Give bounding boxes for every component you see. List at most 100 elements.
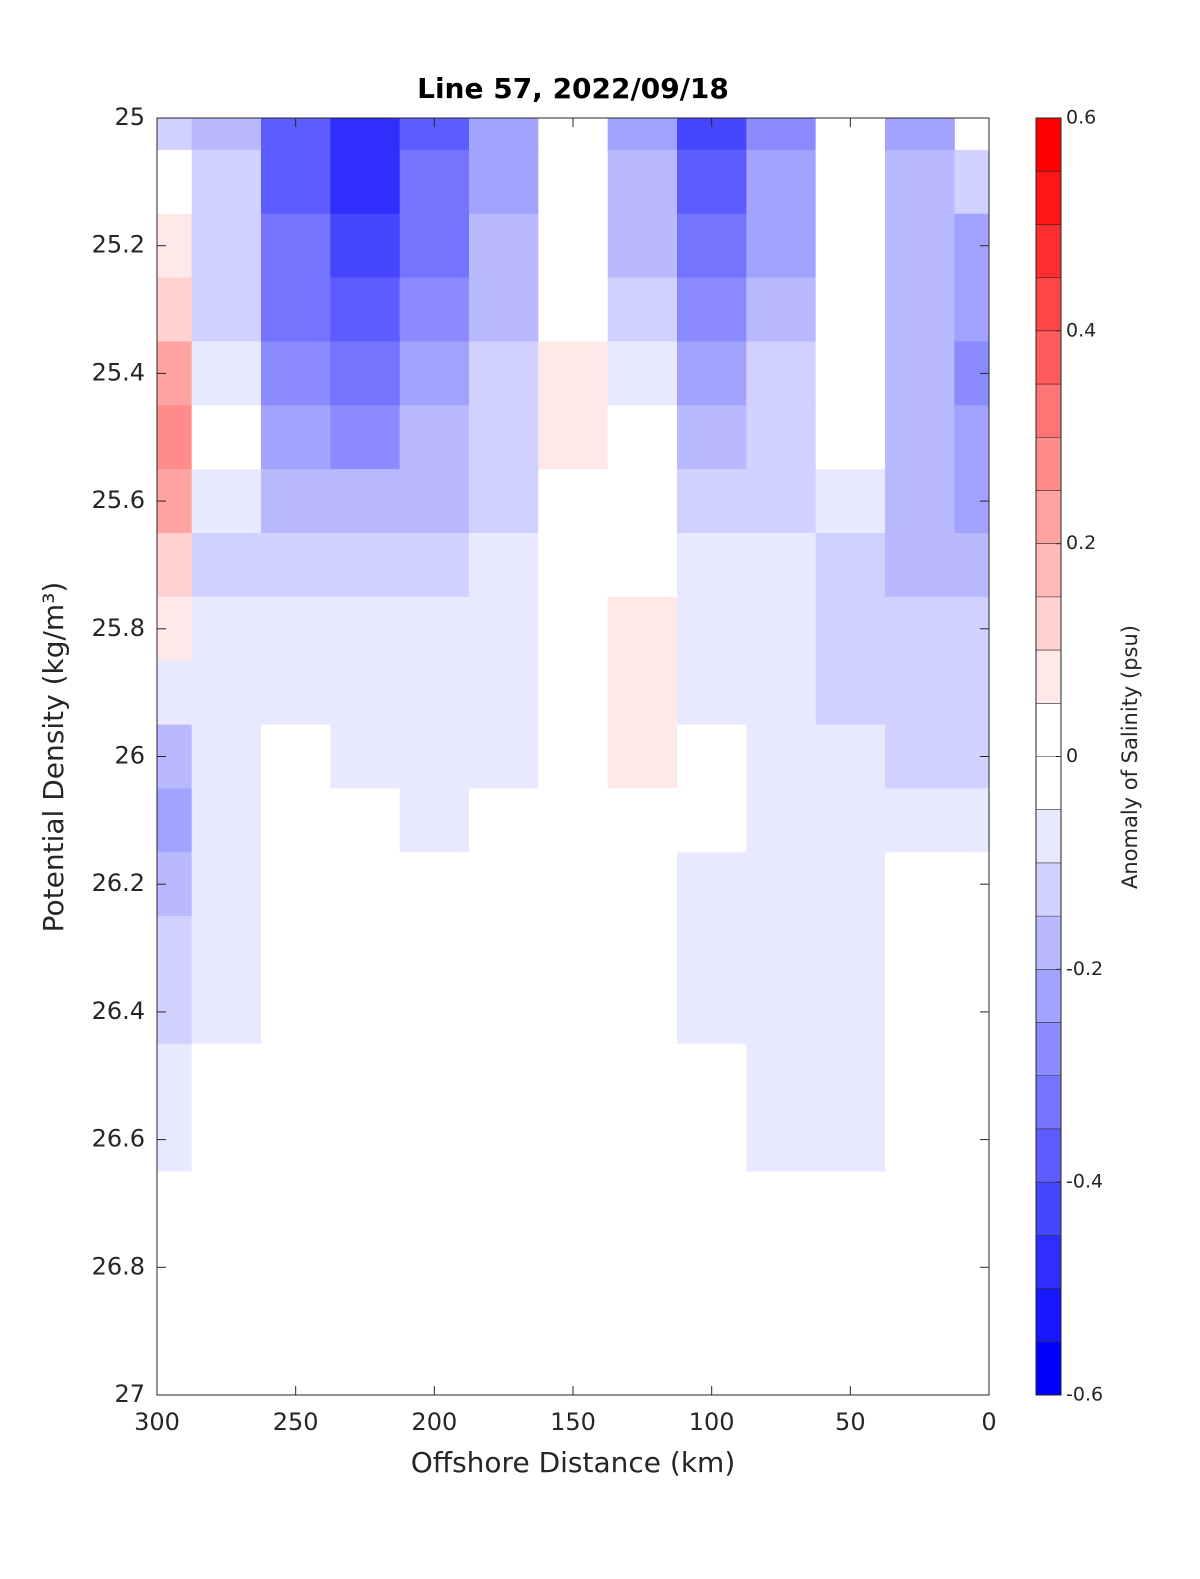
contour-cell: [815, 213, 886, 279]
contour-cell: [538, 852, 609, 917]
contour-cell: [191, 405, 262, 470]
contour-cell: [677, 1171, 747, 1236]
colorbar-tick-label: 0.2: [1066, 532, 1096, 554]
contour-cell: [746, 1363, 817, 1396]
contour-cell: [191, 1363, 262, 1396]
contour-cell: [607, 916, 678, 981]
contour-cell: [469, 788, 539, 853]
contour-cell: [885, 341, 955, 406]
contour-cell: [330, 1363, 401, 1396]
contour-cell: [261, 341, 331, 406]
contour-cell: [261, 724, 331, 789]
contour-cell: [677, 724, 747, 789]
contour-cell: [607, 724, 678, 789]
contour-cell: [191, 788, 262, 853]
contour-cell: [157, 405, 193, 470]
contour-cell: [399, 533, 470, 598]
y-tick-label: 26.8: [92, 1252, 145, 1280]
colorbar-band: [1036, 596, 1061, 651]
contour-cell: [157, 118, 193, 151]
x-tick-label: 250: [273, 1408, 319, 1436]
colorbar-band: [1036, 490, 1061, 545]
contour-cell: [261, 1235, 331, 1300]
colorbar-band: [1036, 650, 1061, 704]
colorbar-band: [1036, 862, 1061, 917]
colorbar-band: [1036, 1022, 1061, 1077]
contour-cell: [607, 277, 678, 342]
contour-cell: [885, 1235, 955, 1300]
colorbar-band: [1036, 809, 1061, 864]
contour-cell: [677, 405, 747, 470]
colorbar-band: [1036, 437, 1061, 491]
contour-cell: [330, 149, 401, 215]
contour-cell: [261, 1107, 331, 1173]
contour-cell: [746, 724, 817, 789]
contour-cell: [330, 277, 401, 342]
contour-cell: [885, 724, 955, 789]
contour-cell: [469, 213, 539, 279]
contour-cell: [677, 660, 747, 726]
contour-cell: [677, 979, 747, 1045]
contour-cell: [157, 1299, 193, 1364]
contour-cell: [746, 596, 817, 662]
contour-cell: [538, 1299, 609, 1364]
colorbar-band: [1036, 277, 1061, 332]
contour-cell: [746, 533, 817, 598]
contour-cell: [885, 1299, 955, 1364]
contour-cell: [538, 213, 609, 279]
contour-cell: [261, 213, 331, 279]
contour-cell: [815, 1043, 886, 1109]
contour-cell: [677, 277, 747, 342]
contour-cell: [469, 1107, 539, 1173]
contour-cell: [538, 469, 609, 534]
contour-cell: [607, 1171, 678, 1236]
x-tick-label: 0: [981, 1408, 996, 1436]
contour-cell: [954, 1171, 990, 1236]
y-tick-label: 26.6: [92, 1125, 145, 1153]
contour-cell: [815, 277, 886, 342]
contour-cell: [399, 852, 470, 917]
contour-cell: [954, 149, 990, 215]
contour-cell: [399, 724, 470, 789]
contour-cell: [538, 1171, 609, 1236]
contour-cell: [538, 916, 609, 981]
contour-cell: [885, 1043, 955, 1109]
contour-cell: [885, 660, 955, 726]
contour-cell: [607, 213, 678, 279]
contour-cell: [677, 1235, 747, 1300]
contour-cell: [538, 149, 609, 215]
contour-cell: [746, 1235, 817, 1300]
contour-cell: [885, 788, 955, 853]
contour-cell: [746, 1299, 817, 1364]
contour-cell: [815, 1171, 886, 1236]
colorbar-tick-label: -0.6: [1066, 1384, 1103, 1406]
x-tick-label: 50: [835, 1408, 866, 1436]
contour-cell: [815, 916, 886, 981]
contour-cell: [607, 1235, 678, 1300]
contour-cell: [261, 149, 331, 215]
contour-cell: [191, 1299, 262, 1364]
contour-cell: [815, 469, 886, 534]
contour-cell: [399, 149, 470, 215]
contour-cell: [330, 469, 401, 534]
colorbar-band: [1036, 330, 1061, 385]
contour-cell: [399, 213, 470, 279]
colorbar-band: [1036, 756, 1061, 811]
contour-cell: [191, 213, 262, 279]
contour-cell: [538, 724, 609, 789]
colorbar-band: [1036, 118, 1061, 172]
contour-cell: [330, 788, 401, 853]
contour-cell: [538, 660, 609, 726]
contour-cell: [885, 596, 955, 662]
contour-cell: [746, 1171, 817, 1236]
contour-cell: [746, 788, 817, 853]
contour-cell: [191, 1107, 262, 1173]
contour-cell: [157, 1363, 193, 1396]
y-tick-label: 26: [114, 742, 145, 770]
contour-cell: [815, 788, 886, 853]
contour-cell: [330, 1107, 401, 1173]
contour-cell: [607, 1107, 678, 1173]
contour-cell: [191, 277, 262, 342]
contour-cell: [157, 788, 193, 853]
